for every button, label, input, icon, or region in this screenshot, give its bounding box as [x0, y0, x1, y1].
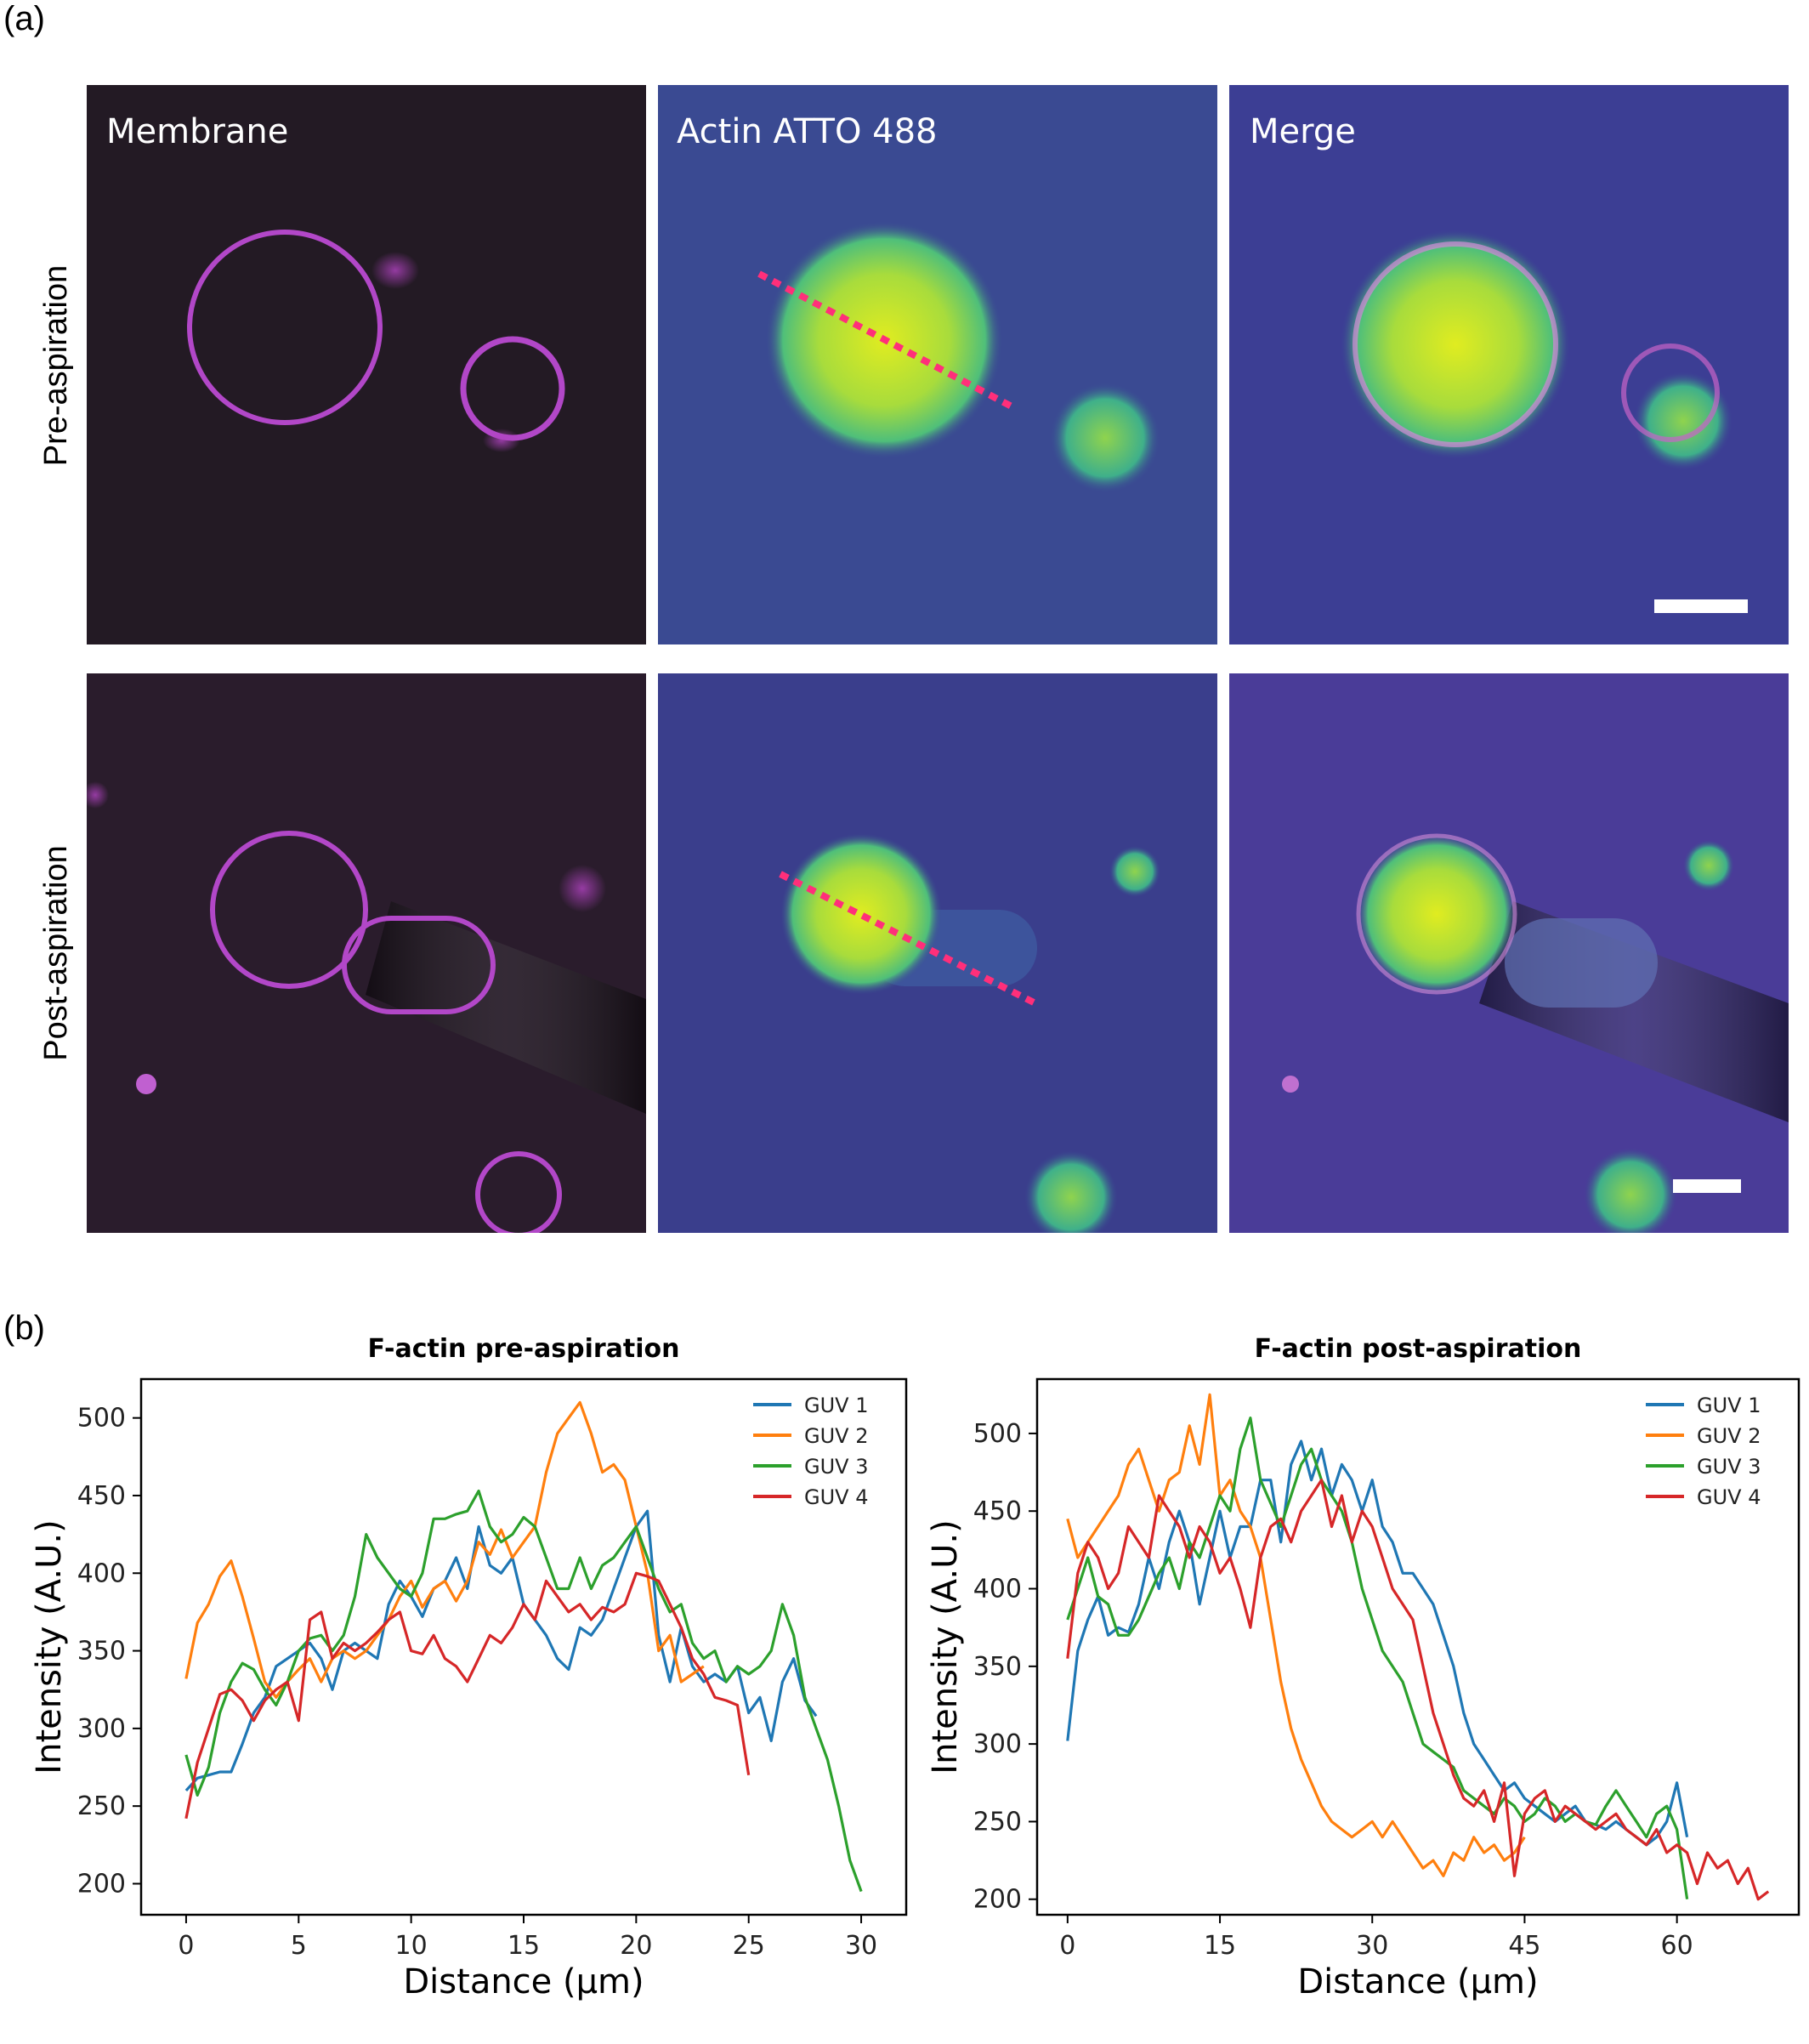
scale-bar-pre: [1654, 599, 1748, 613]
chart-1-y-tick-label: 200: [973, 1885, 1022, 1915]
chart-1-x-tick-label: 15: [1204, 1931, 1236, 1961]
chart-0-y-tick-label: 250: [77, 1791, 126, 1821]
chart-0-y-axis-label: Intensity (A.U.): [30, 1519, 69, 1774]
chart-1-legend-label-guv-2: GUV 2: [1697, 1424, 1761, 1448]
chart-post-aspiration: F-actin post-aspiration 0 15 30 45 60 200 250 30…: [926, 1334, 1800, 2001]
chart-1-x-tick-label: 60: [1661, 1931, 1693, 1961]
chart-1-legend-label-guv-1: GUV 1: [1697, 1394, 1761, 1417]
chart-1-title: F-actin post-aspiration: [1255, 1334, 1582, 1364]
chart-0-y-tick-label: 450: [77, 1481, 126, 1511]
chart-1-legend-label-guv-4: GUV 4: [1697, 1485, 1761, 1509]
chart-1-y-axis-label: Intensity (A.U.): [926, 1519, 965, 1774]
column-label-merge: Merge: [1250, 112, 1356, 151]
microscopy-figure: Pre-aspiration Post-aspiration Membrane …: [38, 85, 1789, 1233]
row-label-pre: Pre-aspiration: [38, 265, 74, 467]
chart-0-y-tick-label: 300: [77, 1714, 126, 1744]
image-post-merge: [1229, 673, 1789, 1233]
chart-0-x-tick-label: 0: [178, 1931, 194, 1961]
chart-0-x-tick-label: 30: [845, 1931, 877, 1961]
chart-0-y-tick-label: 350: [77, 1637, 126, 1666]
chart-1-x-tick-label: 30: [1356, 1931, 1388, 1961]
row-label-post: Post-aspiration: [38, 845, 74, 1060]
chart-1-x-tick-label: 45: [1508, 1931, 1540, 1961]
chart-0-x-tick-label: 20: [620, 1931, 652, 1961]
chart-0-legend-label-guv-2: GUV 2: [804, 1424, 868, 1448]
chart-0-series-line-guv-2: [184, 1400, 705, 1699]
chart-0-y-tick-label: 500: [77, 1404, 126, 1434]
chart-1-y-tick-label: 500: [973, 1419, 1022, 1449]
chart-0-series-line-guv-3: [184, 1489, 863, 1893]
chart-0-y-tick-label: 200: [77, 1869, 126, 1899]
chart-0-legend-label-guv-4: GUV 4: [804, 1485, 868, 1509]
panel-a-label: (a): [3, 0, 45, 37]
chart-1-y-tick-label: 400: [973, 1575, 1022, 1604]
image-post-actin: [658, 673, 1217, 1233]
chart-1-x-tick-label: 0: [1059, 1931, 1075, 1961]
chart-0-x-tick-label: 15: [508, 1931, 540, 1961]
chart-0-x-tick-label: 10: [395, 1931, 428, 1961]
chart-0-series-line-guv-4: [184, 1571, 751, 1820]
chart-1-y-tick-label: 450: [973, 1496, 1022, 1526]
chart-0-series-line-guv-1: [184, 1509, 818, 1791]
chart-pre-aspiration: F-actin pre-aspiration 0 5 10 15 20 25 30 200 250…: [30, 1334, 908, 2001]
image-post-membrane: [87, 673, 646, 1233]
column-label-membrane: Membrane: [106, 112, 288, 151]
chart-0-x-tick-label: 5: [291, 1931, 307, 1961]
chart-1-plot-frame: [1035, 1377, 1800, 1916]
line-profile-post: [779, 871, 1037, 1007]
chart-1-y-tick-label: 300: [973, 1729, 1022, 1759]
chart-1-series-line-guv-2: [1066, 1393, 1526, 1877]
chart-1-y-tick-label: 250: [973, 1807, 1022, 1837]
panel-b-label: (b): [3, 1309, 45, 1347]
chart-0-title: F-actin pre-aspiration: [367, 1334, 679, 1364]
image-pre-merge: Merge: [1229, 85, 1789, 644]
line-profile-pre: [757, 270, 1013, 410]
chart-0-x-tick-label: 25: [733, 1931, 765, 1961]
chart-1-legend-label-guv-3: GUV 3: [1697, 1455, 1761, 1479]
chart-1-series-line-guv-4: [1066, 1479, 1770, 1901]
chart-0-legend-label-guv-3: GUV 3: [804, 1455, 868, 1479]
image-pre-actin: Actin ATTO 488: [658, 85, 1217, 644]
chart-1-x-axis-label: Distance (μm): [1297, 1962, 1538, 2001]
chart-0-legend-label-guv-1: GUV 1: [804, 1394, 868, 1417]
chart-1-y-tick-label: 350: [973, 1652, 1022, 1682]
chart-0-y-tick-label: 400: [77, 1559, 126, 1588]
column-label-actin: Actin ATTO 488: [677, 112, 937, 151]
scale-bar-post: [1673, 1179, 1741, 1193]
image-pre-membrane: Membrane: [87, 85, 646, 644]
chart-1-series-line-guv-1: [1066, 1439, 1689, 1847]
chart-0-x-axis-label: Distance (μm): [403, 1962, 644, 2001]
